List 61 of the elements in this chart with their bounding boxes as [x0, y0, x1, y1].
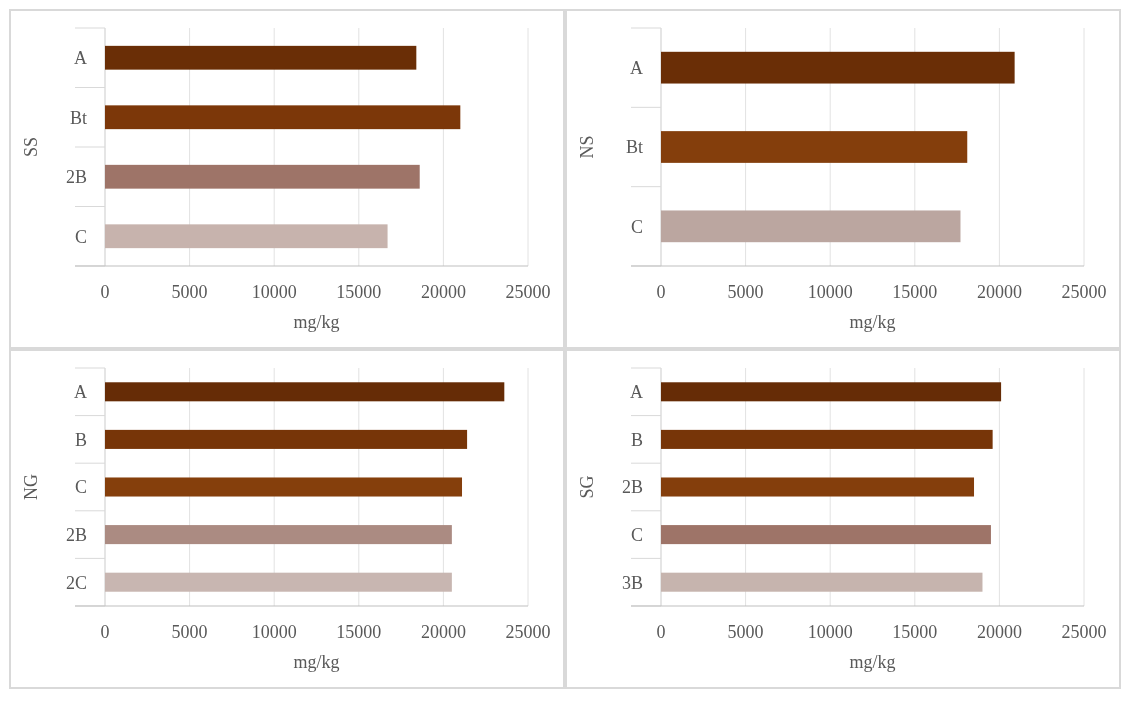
bar [105, 45, 417, 70]
y-tick-label: A [74, 382, 87, 403]
y-tick-label: C [74, 477, 87, 498]
x-axis-title: mg/kg [293, 312, 340, 332]
x-tick-label: 25000 [505, 282, 551, 302]
x-tick-label: 15000 [336, 622, 382, 642]
y-axis-title: NS [577, 135, 597, 159]
x-tick-label: 20000 [976, 282, 1022, 302]
x-tick-label: 0 [656, 282, 666, 302]
x-axis-title: mg/kg [849, 652, 896, 672]
x-tick-label: 10000 [807, 622, 853, 642]
y-axis-title: SS [21, 136, 41, 158]
x-tick-label: 0 [100, 282, 110, 302]
bar [661, 429, 993, 449]
bar [105, 164, 420, 189]
x-tick-label: 15000 [892, 282, 938, 302]
y-tick-label: 2B [65, 167, 87, 188]
y-tick-label: 3B [621, 572, 643, 593]
x-tick-label: 20000 [976, 622, 1022, 642]
x-axis-title: mg/kg [849, 312, 896, 332]
y-tick-label: C [630, 216, 643, 237]
bar [661, 572, 983, 592]
y-tick-label: 2B [65, 524, 87, 545]
y-tick-label: A [630, 382, 643, 403]
x-tick-label: 25000 [1061, 622, 1107, 642]
bar [661, 382, 1002, 402]
bar [661, 131, 968, 163]
y-tick-label: C [630, 524, 643, 545]
y-tick-label: Bt [69, 107, 87, 128]
x-tick-label: 10000 [807, 282, 853, 302]
y-axis-title: NG [21, 474, 41, 500]
y-axis-title: SG [577, 475, 597, 499]
bar [661, 51, 1015, 84]
y-tick-label: A [74, 48, 87, 69]
bar [661, 525, 991, 545]
y-tick-label: C [74, 226, 87, 247]
x-tick-label: 0 [100, 622, 110, 642]
y-tick-label: A [630, 57, 643, 78]
bar [661, 210, 961, 243]
x-tick-label: 25000 [1061, 282, 1107, 302]
x-tick-label: 15000 [336, 282, 382, 302]
x-tick-label: 20000 [420, 282, 466, 302]
y-tick-label: 2C [65, 572, 87, 593]
x-tick-label: 25000 [505, 622, 551, 642]
x-axis-title: mg/kg [293, 652, 340, 672]
x-tick-label: 5000 [727, 622, 764, 642]
bar [661, 477, 975, 497]
bar [105, 224, 388, 249]
x-tick-label: 5000 [171, 282, 208, 302]
y-tick-label: B [74, 429, 87, 450]
y-tick-label: B [630, 429, 643, 450]
x-tick-label: 0 [656, 622, 666, 642]
x-tick-label: 10000 [251, 622, 297, 642]
x-tick-label: 20000 [420, 622, 466, 642]
x-tick-label: 15000 [892, 622, 938, 642]
x-tick-label: 10000 [251, 282, 297, 302]
y-tick-label: 2B [621, 477, 643, 498]
x-tick-label: 5000 [171, 622, 208, 642]
x-tick-label: 5000 [727, 282, 764, 302]
bar [105, 105, 461, 130]
y-tick-label: Bt [625, 137, 643, 158]
